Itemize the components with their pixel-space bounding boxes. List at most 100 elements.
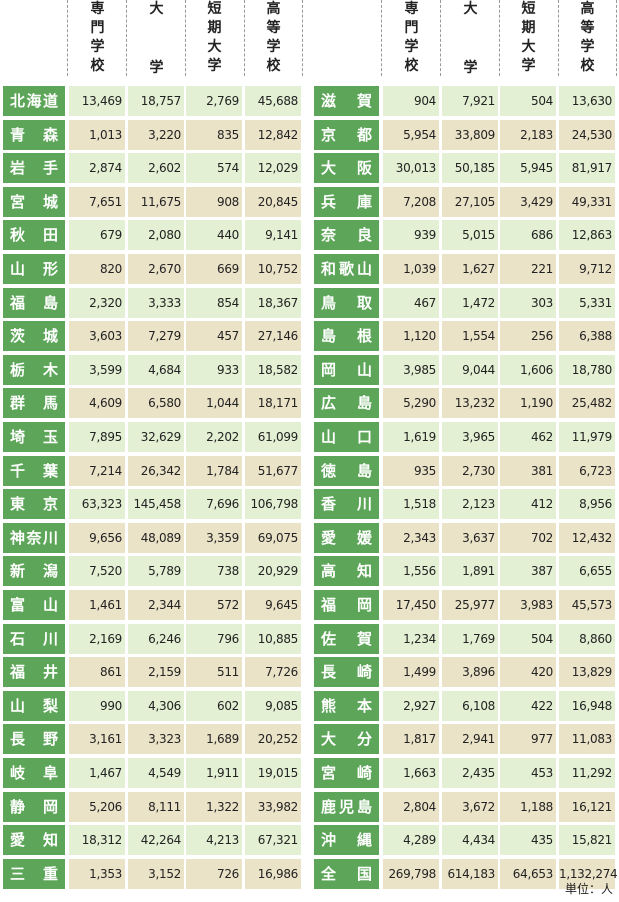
prefecture-label: 兵庫 [314, 186, 379, 217]
value-cell: 3,599 [69, 354, 125, 385]
value-cell: 1,911 [186, 758, 242, 788]
unit-label: 単位：人 [564, 882, 613, 896]
table-row: 岡山 3,985 9,044 1,606 18,780 [311, 354, 619, 385]
table-row: 兵庫 7,208 27,105 3,429 49,331 [311, 186, 619, 217]
column-header: 専門学校 [383, 0, 440, 78]
header-char: 学 [580, 39, 595, 55]
value-cell: 2,202 [186, 422, 242, 452]
value-cell: 835 [186, 119, 242, 150]
header-divider [499, 0, 500, 76]
value-cell: 1,044 [186, 388, 242, 419]
value-cell: 1,132,274 [559, 858, 618, 889]
prefecture-label: 香川 [314, 489, 379, 520]
value-cell: 2,435 [442, 758, 498, 788]
value-cell: 861 [69, 657, 125, 688]
header-char: 期 [521, 20, 536, 36]
value-cell: 3,161 [69, 724, 125, 755]
value-cell: 420 [500, 657, 556, 688]
prefecture-label: 全国 [314, 858, 379, 889]
value-cell: 2,159 [128, 657, 184, 688]
value-cell: 2,730 [442, 455, 498, 486]
header-char: 学 [207, 58, 222, 74]
value-cell: 977 [500, 724, 556, 755]
header-char: 学 [266, 39, 281, 55]
value-cell: 5,290 [383, 388, 439, 419]
table-row: 岐阜 1,467 4,549 1,911 19,015 [0, 758, 310, 788]
prefecture-label: 福井 [3, 657, 65, 688]
prefecture-label: 秋田 [3, 220, 65, 251]
value-cell: 2,320 [69, 287, 125, 318]
table-row: 熊本 2,927 6,108 422 16,948 [311, 690, 619, 721]
table-row: 三重 1,353 3,152 726 16,986 [0, 858, 310, 889]
header-char: 学 [90, 39, 105, 55]
value-cell: 5,945 [500, 153, 556, 184]
value-cell: 18,312 [69, 825, 125, 856]
value-cell: 2,169 [69, 623, 125, 654]
prefecture-label: 京都 [314, 119, 379, 150]
value-cell: 462 [500, 422, 556, 452]
value-cell: 1,472 [442, 287, 498, 318]
table-row: 香川 1,518 2,123 412 8,956 [311, 489, 619, 520]
value-cell: 12,029 [245, 153, 301, 184]
prefecture-label: 大分 [314, 724, 379, 755]
value-cell: 4,684 [128, 354, 184, 385]
value-cell: 30,013 [383, 153, 439, 184]
table-row: 長崎 1,499 3,896 420 13,829 [311, 657, 619, 688]
table-row: 愛媛 2,343 3,637 702 12,432 [311, 522, 619, 553]
prefecture-label: 神奈川 [3, 522, 65, 553]
value-cell: 221 [500, 254, 556, 284]
value-cell: 1,784 [186, 455, 242, 486]
prefecture-label: 岡山 [314, 354, 379, 385]
value-cell: 9,044 [442, 354, 498, 385]
value-cell: 20,252 [245, 724, 301, 755]
prefecture-label: 島根 [314, 321, 379, 352]
value-cell: 16,948 [559, 690, 615, 721]
value-cell: 854 [186, 287, 242, 318]
value-cell: 5,015 [442, 220, 498, 251]
column-header: 短期大学 [186, 0, 243, 78]
value-cell: 679 [69, 220, 125, 251]
value-cell: 3,429 [500, 186, 556, 217]
prefecture-label: 三重 [3, 858, 65, 889]
value-cell: 9,712 [559, 254, 615, 284]
column-header: 高等学校 [559, 0, 616, 78]
value-cell: 50,185 [442, 153, 498, 184]
value-cell: 381 [500, 455, 556, 486]
value-cell: 10,752 [245, 254, 301, 284]
value-cell: 4,434 [442, 825, 498, 856]
value-cell: 13,829 [559, 657, 615, 688]
prefecture-label: 徳島 [314, 455, 379, 486]
header-char: 校 [404, 58, 419, 74]
value-cell: 1,461 [69, 590, 125, 620]
prefecture-label: 千葉 [3, 455, 65, 486]
prefecture-label: 鹿児島 [314, 791, 379, 822]
table-row: 全国 269,798 614,183 64,653 1,132,274 [311, 858, 619, 889]
value-cell: 796 [186, 623, 242, 654]
header-char: 校 [266, 58, 281, 74]
value-cell: 1,234 [383, 623, 439, 654]
value-cell: 5,331 [559, 287, 615, 318]
header-char: 門 [90, 20, 105, 36]
table-row: 島根 1,120 1,554 256 6,388 [311, 321, 619, 352]
table-row: 大分 1,817 2,941 977 11,083 [311, 724, 619, 755]
value-cell: 51,677 [245, 455, 301, 486]
value-cell: 904 [383, 86, 439, 116]
value-cell: 18,582 [245, 354, 301, 385]
value-cell: 1,769 [442, 623, 498, 654]
prefecture-label: 宮城 [3, 186, 65, 217]
value-cell: 7,696 [186, 489, 242, 520]
header-char: 学 [404, 39, 419, 55]
table-row: 静岡 5,206 8,111 1,322 33,982 [0, 791, 310, 822]
prefecture-label: 宮崎 [314, 758, 379, 788]
table-row: 山梨 990 4,306 602 9,085 [0, 690, 310, 721]
value-cell: 7,520 [69, 556, 125, 587]
value-cell: 49,331 [559, 186, 615, 217]
value-cell: 18,171 [245, 388, 301, 419]
value-cell: 3,983 [500, 590, 556, 620]
header-char: 等 [580, 20, 595, 36]
value-cell: 64,653 [500, 858, 556, 889]
value-cell: 81,917 [559, 153, 615, 184]
value-cell: 32,629 [128, 422, 184, 452]
header-char: 学 [149, 60, 164, 76]
table-row: 富山 1,461 2,344 572 9,645 [0, 590, 310, 620]
